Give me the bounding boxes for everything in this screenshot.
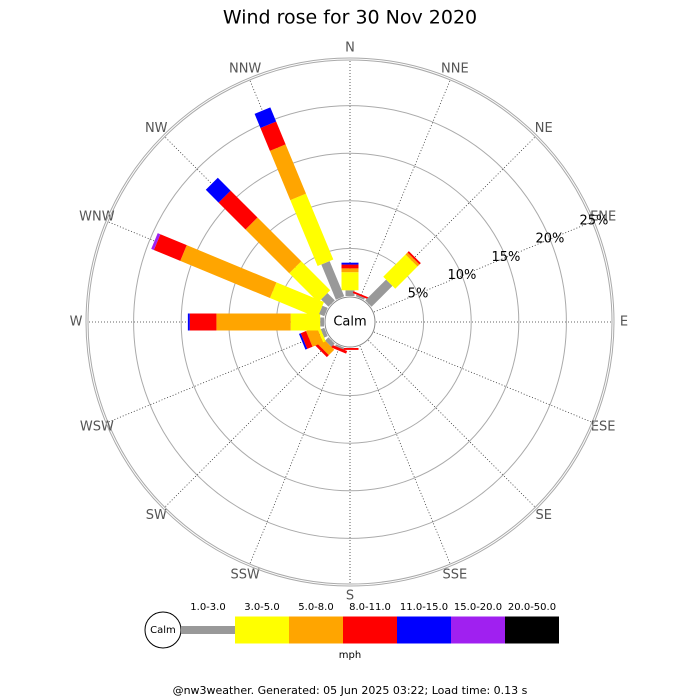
direction-label: NE bbox=[535, 121, 553, 136]
bar-segment bbox=[153, 234, 187, 261]
bar-segment bbox=[187, 313, 190, 331]
r-tick-label: 15% bbox=[491, 250, 520, 265]
legend-swatch bbox=[289, 616, 343, 644]
bar-segment bbox=[341, 348, 359, 350]
bar-segment bbox=[345, 290, 355, 296]
spoke bbox=[249, 345, 341, 565]
calm-circle bbox=[324, 296, 376, 348]
bar-segment bbox=[405, 252, 420, 267]
ring bbox=[133, 105, 567, 539]
spoke bbox=[373, 331, 593, 423]
legend-swatch bbox=[235, 616, 289, 644]
legend-swatch bbox=[181, 626, 235, 634]
bar-segment bbox=[407, 251, 421, 265]
bar-segment bbox=[365, 279, 393, 307]
spoke bbox=[107, 331, 327, 423]
unit-label: mph bbox=[339, 650, 361, 661]
direction-label: SE bbox=[536, 508, 552, 523]
legend-swatch bbox=[397, 616, 451, 644]
bar-segment bbox=[306, 326, 324, 347]
bar-segment bbox=[320, 327, 328, 338]
legend-label: 8.0-11.0 bbox=[349, 602, 391, 613]
bar-segment bbox=[218, 190, 258, 230]
legend-calm-label: Calm bbox=[150, 625, 176, 636]
bar-segment bbox=[341, 262, 359, 265]
direction-label: E bbox=[620, 315, 628, 330]
calm-label: Calm bbox=[333, 315, 366, 330]
direction-label: N bbox=[345, 41, 355, 56]
direction-label: W bbox=[70, 315, 83, 330]
r-tick-label: 20% bbox=[535, 232, 564, 247]
bar-segment bbox=[321, 293, 335, 307]
bar-segment bbox=[383, 254, 418, 289]
bar-segment bbox=[254, 107, 277, 128]
legend-swatch bbox=[505, 616, 559, 644]
bar-segment bbox=[341, 264, 359, 269]
bar-segment bbox=[352, 291, 370, 300]
spoke bbox=[359, 79, 451, 299]
legend-label: 1.0-3.0 bbox=[190, 602, 225, 613]
direction-label: SSE bbox=[442, 568, 467, 583]
bar-segment bbox=[269, 144, 307, 201]
ring bbox=[85, 57, 615, 587]
bar-segment bbox=[289, 261, 331, 303]
bar-segment bbox=[355, 294, 365, 300]
bar-segment bbox=[321, 261, 345, 300]
direction-label: NW bbox=[145, 121, 168, 136]
bar-segment bbox=[216, 313, 291, 331]
spoke bbox=[368, 340, 536, 508]
bar-segment bbox=[298, 333, 308, 350]
direction-label: NNE bbox=[441, 61, 469, 76]
direction-label: WNW bbox=[79, 210, 115, 225]
bar-segment bbox=[341, 268, 359, 273]
bar-segment bbox=[300, 331, 313, 349]
bar-segment bbox=[335, 344, 345, 350]
bar-segment bbox=[290, 313, 321, 331]
legend-label: 3.0-5.0 bbox=[244, 602, 279, 613]
r-tick-label: 25% bbox=[579, 213, 608, 228]
spoke bbox=[373, 221, 593, 313]
bar-segment bbox=[245, 217, 302, 274]
bars bbox=[151, 107, 421, 358]
bar-segment bbox=[325, 337, 335, 347]
direction-label: ENE bbox=[590, 210, 616, 225]
legend-label: 5.0-8.0 bbox=[298, 602, 333, 613]
bar-segment bbox=[269, 282, 324, 318]
footer: @nw3weather. Generated: 05 Jun 2025 03:2… bbox=[173, 684, 528, 697]
ring bbox=[180, 152, 520, 492]
bar-segment bbox=[341, 272, 359, 291]
legend-swatch bbox=[343, 616, 397, 644]
direction-label: SSW bbox=[230, 568, 260, 583]
bar-segment bbox=[320, 317, 324, 327]
r-tick-label: 10% bbox=[448, 268, 477, 283]
outer-ring bbox=[87, 59, 613, 585]
bar-segment bbox=[314, 343, 329, 358]
direction-label: WSW bbox=[80, 419, 114, 434]
bar-segment bbox=[189, 313, 217, 331]
r-tick-label: 5% bbox=[408, 286, 429, 301]
direction-label: ESE bbox=[591, 419, 616, 434]
legend-label: 15.0-20.0 bbox=[454, 602, 502, 613]
bar-segment bbox=[205, 177, 231, 203]
legend-label: 20.0-50.0 bbox=[508, 602, 556, 613]
legend-swatch bbox=[451, 616, 505, 644]
bar-segment bbox=[318, 305, 328, 317]
chart-title: Wind rose for 30 Nov 2020 bbox=[223, 7, 477, 29]
bar-segment bbox=[260, 121, 286, 151]
bar-segment bbox=[151, 233, 161, 250]
direction-label: SW bbox=[146, 508, 167, 523]
bar-segment bbox=[180, 245, 277, 299]
legend-label: 11.0-15.0 bbox=[400, 602, 448, 613]
direction-label: NNW bbox=[229, 61, 261, 76]
spoke bbox=[164, 340, 332, 508]
direction-label: S bbox=[346, 589, 354, 604]
bar-segment bbox=[330, 344, 348, 354]
bar-segment bbox=[290, 193, 334, 267]
spoke bbox=[359, 345, 451, 565]
